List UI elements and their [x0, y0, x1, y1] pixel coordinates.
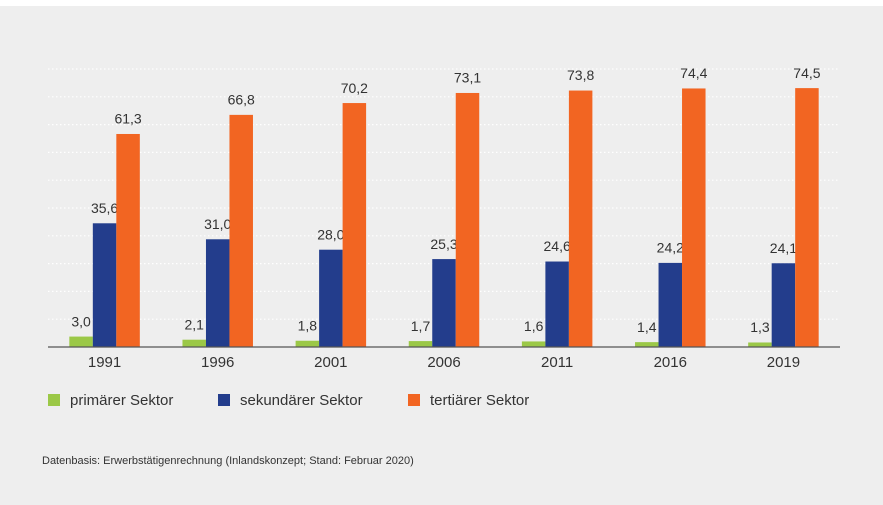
bar	[521, 341, 546, 347]
x-tick-label: 2006	[427, 354, 460, 371]
bar	[92, 223, 117, 347]
legend-label: sekundärer Sektor	[240, 392, 363, 409]
source-note: Datenbasis: Erwerbstätigenrechnung (Inla…	[42, 455, 414, 467]
data-label: 25,3	[430, 236, 457, 252]
bar	[682, 88, 706, 348]
data-label: 73,1	[454, 70, 481, 86]
bar	[432, 259, 456, 347]
x-tick-label: 2001	[314, 354, 347, 371]
bar	[455, 92, 480, 347]
data-label: 1,3	[750, 319, 770, 335]
data-label: 24,2	[657, 240, 684, 256]
x-tick-label: 1991	[88, 354, 121, 371]
data-label: 74,4	[680, 65, 707, 81]
data-label: 1,8	[298, 317, 318, 333]
bar	[182, 339, 206, 347]
data-label: 74,5	[793, 65, 820, 81]
legend-swatch	[408, 394, 420, 406]
x-tick-label: 2011	[541, 354, 573, 371]
data-label: 73,8	[567, 67, 594, 83]
data-label: 31,0	[204, 216, 231, 232]
data-label: 2,1	[184, 316, 204, 332]
data-label: 24,1	[770, 240, 797, 256]
bar	[545, 261, 569, 347]
data-label: 66,8	[228, 92, 255, 108]
bar	[319, 249, 343, 347]
data-label: 70,2	[341, 80, 368, 96]
bar	[658, 262, 683, 347]
data-label: 1,7	[411, 318, 431, 334]
legend-swatch	[48, 394, 60, 406]
x-tick-label: 2016	[654, 354, 687, 371]
bar	[635, 342, 659, 347]
data-label: 35,6	[91, 200, 118, 216]
bar	[69, 336, 93, 347]
bar	[116, 133, 140, 347]
bar	[771, 263, 796, 347]
bar	[408, 341, 433, 347]
panel	[0, 6, 883, 505]
bar	[295, 340, 320, 347]
bar	[795, 88, 819, 348]
bar	[748, 342, 772, 347]
x-tick-label: 1996	[201, 354, 234, 371]
legend-label: primärer Sektor	[70, 392, 173, 409]
data-label: 24,6	[544, 238, 571, 254]
data-label: 1,4	[637, 319, 657, 335]
legend-label: tertiärer Sektor	[430, 392, 529, 409]
data-label: 1,6	[524, 318, 544, 334]
bar	[568, 90, 593, 348]
data-label: 3,0	[71, 313, 91, 329]
bar	[342, 103, 367, 348]
bar	[205, 239, 230, 347]
legend-swatch	[218, 394, 230, 406]
x-tick-label: 2019	[767, 354, 800, 371]
data-label: 61,3	[114, 111, 141, 127]
bar	[229, 114, 253, 348]
data-label: 28,0	[317, 226, 344, 242]
